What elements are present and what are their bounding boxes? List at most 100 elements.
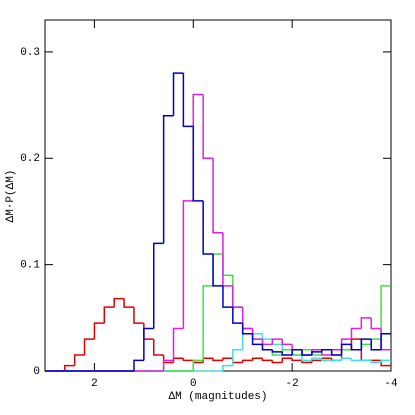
- histogram-step: [370, 338, 382, 345]
- histogram-step: [380, 333, 391, 350]
- histogram-step: [192, 126, 204, 202]
- histogram-step: [261, 344, 273, 351]
- histogram-step: [251, 328, 263, 335]
- histogram-step: [340, 348, 352, 356]
- histogram-step: [251, 333, 263, 346]
- histogram-step: [281, 357, 293, 363]
- histogram-step: [350, 338, 362, 350]
- histogram-step: [291, 348, 303, 356]
- histogram-step: [271, 339, 283, 346]
- y-tick-label: 0: [33, 366, 40, 378]
- y-axis-label: ΔM·P(ΔM): [5, 170, 17, 223]
- histogram-step: [241, 307, 253, 330]
- histogram-step: [350, 327, 362, 340]
- histogram-step: [311, 357, 322, 361]
- histogram-step: [222, 232, 233, 287]
- histogram-step: [301, 348, 312, 356]
- histogram-step: [232, 348, 243, 366]
- histogram-step: [311, 351, 322, 356]
- histogram-step: [192, 359, 204, 371]
- histogram-step: [271, 338, 283, 345]
- histogram-step: [251, 357, 263, 361]
- histogram-step: [321, 348, 332, 356]
- histogram-step: [340, 357, 352, 361]
- histogram-step: [261, 339, 273, 346]
- histogram-step: [113, 297, 125, 308]
- histogram-step: [232, 285, 243, 308]
- histogram-step: [222, 364, 233, 371]
- histogram-step: [301, 349, 312, 356]
- histogram-step: [182, 200, 194, 329]
- histogram-step: [123, 298, 134, 308]
- x-tick-label: 2: [91, 378, 98, 390]
- histogram-step: [133, 307, 144, 324]
- histogram-step: [370, 339, 382, 351]
- histogram-step: [241, 323, 253, 335]
- histogram-step: [261, 333, 273, 340]
- histogram-step: [232, 358, 243, 364]
- histogram-step: [370, 360, 382, 364]
- histogram-step: [281, 348, 293, 356]
- histogram-step: [182, 73, 194, 128]
- x-tick-label: -2: [286, 378, 299, 390]
- histogram-step: [291, 344, 303, 351]
- histogram-step: [103, 306, 115, 324]
- histogram-step: [202, 285, 214, 361]
- histogram-step: [261, 358, 273, 362]
- histogram-step: [350, 344, 362, 351]
- histogram-step: [172, 357, 184, 363]
- histogram-step: [241, 307, 253, 330]
- histogram-step: [192, 93, 204, 201]
- histogram-step: [172, 327, 184, 361]
- histogram-step: [321, 348, 332, 352]
- y-tick-label: 0.3: [20, 47, 40, 59]
- histogram-step: [83, 338, 95, 356]
- histogram-step: [360, 343, 372, 350]
- histogram-step: [202, 94, 214, 160]
- histogram-step: [232, 307, 243, 324]
- histogram-step: [330, 348, 342, 356]
- x-tick-label: 0: [190, 378, 197, 390]
- histogram-step: [202, 200, 214, 255]
- histogram-step: [340, 343, 352, 356]
- histogram-step: [330, 349, 342, 356]
- histogram-step: [380, 359, 391, 363]
- histogram-step: [172, 72, 184, 116]
- histogram-step: [291, 349, 303, 356]
- histogram-step: [64, 364, 75, 371]
- histogram-step: [360, 339, 372, 362]
- histogram-step: [281, 351, 293, 356]
- x-tick-label: -4: [384, 378, 398, 390]
- histogram-step: [93, 322, 105, 340]
- histogram-step: [73, 354, 85, 366]
- histogram-step: [152, 242, 164, 329]
- histogram-step: [271, 360, 283, 364]
- histogram-step: [133, 359, 144, 371]
- histogram-step: [380, 328, 391, 351]
- x-axis-label: ΔM (magnitudes): [168, 391, 267, 403]
- histogram-step: [281, 344, 293, 351]
- histogram-step: [143, 323, 154, 340]
- y-tick-label: 0.2: [20, 153, 40, 165]
- histogram-step: [222, 357, 233, 361]
- histogram-step: [301, 349, 312, 356]
- histogram-step: [380, 360, 391, 367]
- histogram-step: [291, 349, 303, 356]
- histogram-step: [370, 317, 382, 330]
- histogram-step: [241, 359, 253, 363]
- histogram-step: [182, 358, 194, 362]
- histogram-step: [162, 114, 174, 244]
- histogram-step: [212, 358, 223, 362]
- histogram-step: [311, 359, 322, 363]
- histogram-step: [152, 339, 164, 356]
- histogram-step: [202, 357, 214, 363]
- histogram-step: [212, 254, 223, 287]
- histogram-step: [232, 275, 243, 308]
- histogram-step: [212, 253, 223, 286]
- plot-frame: [44, 19, 392, 372]
- histogram-step: [143, 327, 154, 361]
- histogram-step: [321, 349, 332, 356]
- y-tick-label: 0.1: [20, 260, 40, 272]
- histogram-step: [162, 355, 174, 364]
- histogram-step: [212, 158, 223, 234]
